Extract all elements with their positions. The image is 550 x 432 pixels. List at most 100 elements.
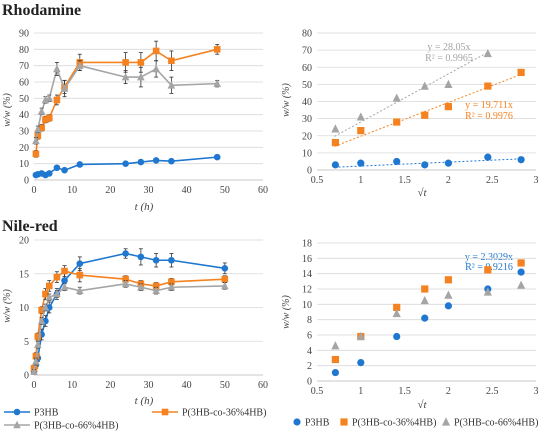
x-tick-label: 2 (446, 386, 451, 397)
data-point (484, 266, 492, 274)
rhodamine-title: Rhodamine (2, 2, 82, 19)
legend-left: P3HB P(3HB-co-36%4HB) P(3HB-co-66%4HB) (4, 408, 266, 432)
x-tick-label: 30 (144, 380, 154, 391)
data-point (517, 156, 525, 164)
y-tick-label: 5 (24, 337, 29, 348)
data-point (393, 157, 401, 166)
y-tick-label: 30 (302, 114, 312, 125)
x-tick-label: 2.5 (486, 175, 499, 186)
data-point (168, 278, 175, 286)
data-point (393, 118, 401, 126)
data-point (393, 303, 401, 311)
data-point (76, 260, 84, 267)
data-point (152, 64, 160, 73)
y-tick-label: 10 (302, 148, 312, 159)
data-point (357, 127, 365, 135)
legend-label: P3HB (34, 408, 59, 419)
data-point (38, 124, 45, 132)
data-point (213, 46, 221, 53)
x-tick-label: 0 (32, 380, 37, 391)
y-tick-label: 60 (302, 63, 312, 74)
y-tick-label: 50 (302, 80, 312, 91)
data-point (122, 250, 129, 257)
data-point (393, 332, 401, 341)
data-point (331, 124, 340, 133)
data-point (53, 273, 61, 281)
data-point (168, 256, 175, 264)
data-point (517, 68, 525, 76)
data-point (45, 170, 53, 177)
y-axis-title: w/w (%) (281, 83, 292, 117)
data-point (392, 308, 401, 318)
y-tick-label: 8 (307, 315, 312, 326)
series-0 (331, 268, 525, 377)
data-point (152, 286, 160, 294)
data-point (41, 303, 50, 311)
y-tick-label: 10 (19, 159, 29, 170)
legend-label: P(3HB-co-66%4HB) (454, 418, 538, 429)
data-point (61, 267, 68, 275)
trendline (334, 51, 489, 137)
data-point (420, 295, 429, 305)
data-point (53, 64, 61, 73)
y-tick-label: 20 (19, 143, 29, 154)
data-point (76, 161, 84, 168)
x-tick-label: 50 (220, 185, 230, 196)
data-point (152, 256, 160, 264)
data-point (53, 289, 61, 298)
y-tick-label: 80 (302, 29, 312, 40)
legend-right: P3HB P(3HB-co-36%4HB) P(3HB-co-66%4HB) (293, 417, 538, 429)
legend-item-p3hb: P3HB (293, 418, 330, 429)
legend-marker (13, 408, 21, 416)
legend-label: P(3HB-co-36%4HB) (182, 408, 266, 419)
data-point (152, 282, 160, 290)
x-tick-label: 10 (67, 185, 77, 196)
data-point (137, 72, 145, 81)
data-point (76, 286, 84, 294)
data-point (122, 275, 129, 283)
series-0 (30, 248, 229, 375)
x-tick-label: 60 (258, 380, 268, 391)
y-tick-label: 80 (19, 45, 29, 56)
legend-marker (340, 418, 348, 426)
data-point (45, 293, 54, 301)
data-point (331, 368, 339, 377)
y-tick-label: 60 (19, 78, 29, 89)
data-point (152, 47, 160, 55)
x-tick-label: 0 (32, 185, 37, 196)
data-point (356, 331, 365, 341)
legend-item-p3hb: P3HB (4, 408, 59, 419)
data-point (121, 279, 130, 288)
legend-marker (293, 418, 301, 426)
data-point (137, 282, 145, 291)
x-axis-title: t (h) (135, 201, 154, 213)
y-tick-label: 90 (19, 29, 29, 40)
data-point (42, 290, 49, 298)
data-point (34, 132, 42, 140)
y-tick-label: 14 (302, 269, 312, 280)
data-point (444, 276, 452, 284)
series-1 (32, 40, 221, 158)
series-1 (331, 259, 525, 364)
data-point (331, 341, 340, 350)
y-tick-label: 0 (307, 377, 312, 388)
data-point (53, 164, 61, 172)
data-point (61, 277, 68, 284)
data-point (37, 316, 46, 325)
y-tick-label: 10 (19, 303, 29, 314)
y-tick-label: 70 (19, 61, 29, 72)
x-tick-label: 40 (182, 185, 192, 196)
legend-item-co66: P(3HB-co-66%4HB) (4, 421, 118, 432)
x-axis-title: √t (417, 399, 427, 411)
trendline-equation: y = 19.711x (465, 100, 513, 111)
data-point (484, 82, 492, 90)
y-tick-label: 10 (302, 300, 312, 311)
data-point (61, 166, 68, 174)
data-point (60, 84, 69, 92)
x-axis-title: t (h) (135, 395, 154, 407)
legend-marker (441, 417, 451, 426)
x-tick-label: 60 (258, 185, 268, 196)
data-point (444, 79, 453, 88)
